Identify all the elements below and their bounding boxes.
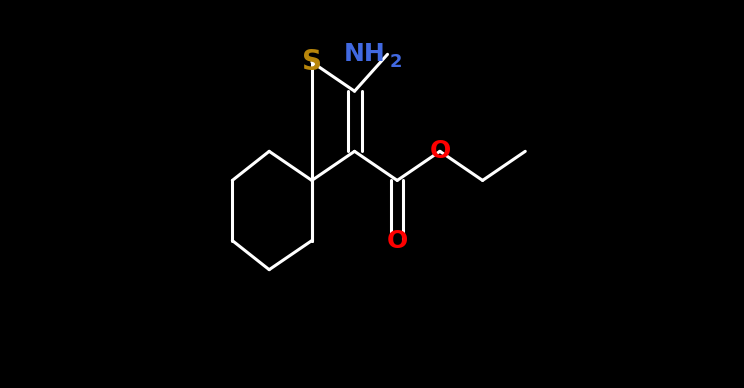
Text: NH: NH (344, 42, 385, 66)
Text: O: O (387, 229, 408, 253)
Text: 2: 2 (389, 53, 402, 71)
Text: O: O (429, 139, 451, 163)
Text: S: S (302, 48, 322, 76)
